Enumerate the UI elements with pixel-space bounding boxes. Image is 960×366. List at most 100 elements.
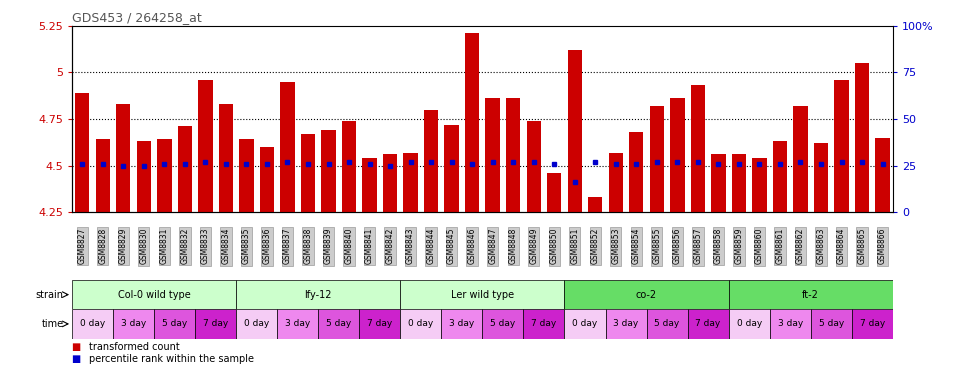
Text: GSM8840: GSM8840 bbox=[345, 228, 353, 264]
Bar bbox=[732, 154, 746, 212]
Bar bbox=[300, 134, 315, 212]
Text: GSM8854: GSM8854 bbox=[632, 228, 641, 264]
Bar bbox=[588, 197, 603, 212]
Text: GSM8857: GSM8857 bbox=[693, 228, 703, 264]
Text: GSM8846: GSM8846 bbox=[468, 228, 477, 264]
Text: GSM8859: GSM8859 bbox=[734, 228, 743, 264]
Bar bbox=[72, 280, 236, 309]
Text: 0 day: 0 day bbox=[408, 320, 434, 328]
Bar bbox=[195, 309, 236, 339]
Bar bbox=[239, 139, 253, 212]
Text: GSM8839: GSM8839 bbox=[324, 228, 333, 264]
Text: 5 day: 5 day bbox=[162, 320, 187, 328]
Text: strain: strain bbox=[36, 290, 63, 300]
Text: GSM8852: GSM8852 bbox=[590, 228, 600, 264]
Bar bbox=[729, 280, 893, 309]
Text: GSM8841: GSM8841 bbox=[365, 228, 374, 264]
Bar bbox=[506, 98, 520, 212]
Text: 7 day: 7 day bbox=[203, 320, 228, 328]
Text: 5 day: 5 day bbox=[655, 320, 680, 328]
Text: GSM8866: GSM8866 bbox=[878, 228, 887, 264]
Text: GSM8863: GSM8863 bbox=[817, 228, 826, 264]
Bar bbox=[113, 309, 154, 339]
Text: GSM8838: GSM8838 bbox=[303, 228, 313, 264]
Text: transformed count: transformed count bbox=[89, 342, 180, 352]
Text: GSM8834: GSM8834 bbox=[222, 228, 230, 264]
Bar bbox=[564, 309, 606, 339]
Bar bbox=[178, 126, 192, 212]
Bar bbox=[75, 93, 89, 212]
Bar bbox=[219, 104, 233, 212]
Text: GSM8848: GSM8848 bbox=[509, 228, 517, 264]
Text: 3 day: 3 day bbox=[449, 320, 474, 328]
Bar bbox=[606, 309, 647, 339]
Bar bbox=[383, 154, 397, 212]
Text: percentile rank within the sample: percentile rank within the sample bbox=[89, 354, 254, 364]
Text: GSM8855: GSM8855 bbox=[653, 228, 661, 264]
Text: GSM8849: GSM8849 bbox=[529, 228, 539, 264]
Text: ■: ■ bbox=[72, 342, 84, 352]
Text: 7 day: 7 day bbox=[695, 320, 721, 328]
Text: 7 day: 7 day bbox=[367, 320, 393, 328]
Text: GSM8853: GSM8853 bbox=[612, 228, 620, 264]
Text: GSM8833: GSM8833 bbox=[201, 228, 210, 264]
Bar bbox=[834, 80, 849, 212]
Bar bbox=[687, 309, 729, 339]
Bar bbox=[729, 309, 770, 339]
Text: GSM8860: GSM8860 bbox=[755, 228, 764, 264]
Bar bbox=[424, 110, 439, 212]
Text: GSM8836: GSM8836 bbox=[262, 228, 272, 264]
Bar bbox=[154, 309, 195, 339]
Text: GSM8864: GSM8864 bbox=[837, 228, 846, 264]
Bar bbox=[876, 138, 890, 212]
Text: GSM8831: GSM8831 bbox=[160, 228, 169, 264]
Text: GSM8832: GSM8832 bbox=[180, 228, 189, 264]
Bar bbox=[403, 153, 418, 212]
Text: GSM8835: GSM8835 bbox=[242, 228, 251, 264]
Bar bbox=[359, 309, 400, 339]
Text: Ler wild type: Ler wild type bbox=[451, 290, 514, 300]
Bar bbox=[854, 63, 869, 212]
Bar bbox=[260, 147, 275, 212]
Bar bbox=[136, 141, 151, 212]
Text: GSM8830: GSM8830 bbox=[139, 228, 149, 264]
Text: ft-2: ft-2 bbox=[803, 290, 819, 300]
Bar bbox=[116, 104, 131, 212]
Text: GSM8851: GSM8851 bbox=[570, 228, 579, 264]
Text: GSM8862: GSM8862 bbox=[796, 228, 805, 264]
Text: 0 day: 0 day bbox=[244, 320, 270, 328]
Text: 0 day: 0 day bbox=[80, 320, 106, 328]
Text: 5 day: 5 day bbox=[819, 320, 844, 328]
Text: 0 day: 0 day bbox=[736, 320, 762, 328]
Bar bbox=[526, 121, 540, 212]
Text: 3 day: 3 day bbox=[778, 320, 803, 328]
Text: GSM8843: GSM8843 bbox=[406, 228, 415, 264]
Text: GDS453 / 264258_at: GDS453 / 264258_at bbox=[72, 11, 202, 25]
Bar bbox=[753, 158, 767, 212]
Bar bbox=[609, 153, 623, 212]
Text: co-2: co-2 bbox=[636, 290, 658, 300]
Bar bbox=[523, 309, 564, 339]
Text: GSM8845: GSM8845 bbox=[447, 228, 456, 264]
Bar bbox=[564, 280, 729, 309]
Bar bbox=[647, 309, 687, 339]
Text: GSM8837: GSM8837 bbox=[283, 228, 292, 264]
Text: 5 day: 5 day bbox=[491, 320, 516, 328]
Text: 3 day: 3 day bbox=[121, 320, 146, 328]
Text: GSM8865: GSM8865 bbox=[857, 228, 867, 264]
Text: 0 day: 0 day bbox=[572, 320, 598, 328]
Bar bbox=[444, 124, 459, 212]
Text: GSM8858: GSM8858 bbox=[714, 228, 723, 264]
Bar bbox=[198, 80, 212, 212]
Text: GSM8861: GSM8861 bbox=[776, 228, 784, 264]
Text: ■: ■ bbox=[72, 354, 84, 364]
Text: 7 day: 7 day bbox=[531, 320, 557, 328]
Text: 3 day: 3 day bbox=[613, 320, 638, 328]
Text: GSM8850: GSM8850 bbox=[550, 228, 559, 264]
Text: GSM8856: GSM8856 bbox=[673, 228, 682, 264]
Text: Col-0 wild type: Col-0 wild type bbox=[118, 290, 190, 300]
Bar bbox=[442, 309, 483, 339]
Bar bbox=[793, 106, 807, 212]
Bar bbox=[319, 309, 359, 339]
Bar bbox=[711, 154, 726, 212]
